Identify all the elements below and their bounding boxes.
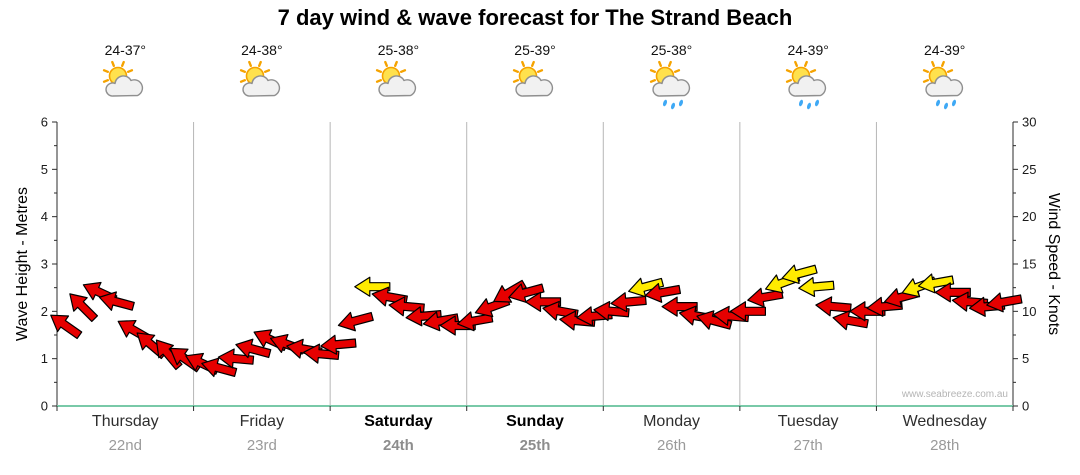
weather-icon-sun-cloud — [370, 60, 426, 112]
right-tick-label: 30 — [1022, 115, 1036, 130]
wind-arrow — [217, 348, 255, 369]
day-temp-range: 24-39° — [924, 42, 966, 58]
x-label-day-date: 26th — [656, 437, 687, 454]
wind-arrow — [50, 314, 83, 340]
right-tick-label: 15 — [1022, 257, 1036, 272]
wind-arrow — [98, 291, 135, 311]
left-tick-label: 1 — [41, 351, 48, 366]
rain-drops-icon — [799, 99, 820, 110]
cloud-icon — [378, 75, 417, 97]
sun-cloud-rain-graphic — [922, 60, 963, 110]
left-tick-label: 2 — [41, 304, 48, 319]
cloud-icon — [515, 75, 554, 97]
rain-drops-icon — [935, 99, 956, 110]
x-label-day-name: Sunday — [506, 413, 564, 430]
wind-arrow — [524, 291, 562, 312]
cloud-icon — [105, 75, 144, 97]
day-temp-range: 25-39° — [514, 42, 556, 58]
sun-rays-icon — [922, 60, 953, 92]
wind-arrow — [354, 276, 391, 297]
cloud-icon — [788, 75, 827, 97]
x-label-day-name: Tuesday — [777, 413, 839, 430]
wind-arrow — [798, 276, 835, 298]
day-temp-range: 24-38° — [241, 42, 283, 58]
weather-icon-sun-cloud — [234, 60, 290, 112]
weather-icon-sun-cloud-rain — [917, 60, 973, 112]
page-title: 7 day wind & wave forecast for The Stran… — [277, 5, 793, 30]
wind-arrow — [422, 311, 460, 332]
wind-arrow — [781, 264, 818, 285]
axes: 0 1 2 3 4 5 6 0 5 10 15 20 25 30 — [41, 115, 1037, 414]
wind-arrow — [235, 338, 272, 359]
x-label-day-name: Thursday — [91, 413, 159, 430]
right-tick-label: 20 — [1022, 209, 1036, 224]
left-tick-label: 6 — [41, 115, 48, 130]
day-temp-range: 24-39° — [787, 42, 829, 58]
wind-arrow — [815, 296, 852, 317]
right-tick-label: 5 — [1022, 351, 1029, 366]
right-tick-label: 25 — [1022, 162, 1036, 177]
wind-arrows — [50, 264, 1023, 378]
x-label-day-date: 27th — [793, 437, 823, 454]
x-label-day-name: Wednesday — [902, 413, 987, 430]
sun-cloud-graphic — [512, 60, 554, 97]
x-label-day-date: 25th — [519, 437, 551, 454]
sun-cloud-graphic — [239, 60, 280, 97]
right-tick-label: 10 — [1022, 304, 1036, 319]
day-temp-range: 25-38° — [377, 42, 420, 58]
wind-arrow — [729, 301, 767, 322]
cloud-icon — [651, 75, 690, 97]
left-tick-label: 3 — [41, 257, 48, 272]
sun-cloud-rain-graphic — [649, 60, 690, 110]
watermark: www.seabreeze.com.au — [901, 389, 1008, 400]
wind-arrow — [320, 334, 357, 355]
sun-cloud-graphic — [103, 60, 144, 97]
x-label-day-name: Monday — [643, 413, 701, 430]
x-label-day-date: 23rd — [246, 437, 277, 454]
sun-cloud-rain-graphic — [786, 60, 827, 110]
x-label-day-date: 28th — [930, 437, 960, 454]
wind-arrow — [493, 279, 527, 303]
x-label-day-date: 22nd — [108, 437, 142, 454]
wind-arrow — [661, 296, 698, 317]
right-tick-label: 0 — [1022, 399, 1029, 414]
x-label-day-name: Saturday — [364, 413, 433, 430]
day-gridlines — [193, 122, 877, 406]
wind-arrow — [201, 357, 238, 378]
weather-icon-sun-cloud — [97, 60, 153, 112]
wind-arrow — [628, 277, 665, 298]
wind-arrow — [917, 273, 955, 294]
sun-cloud-graphic — [376, 60, 417, 97]
left-tick-label: 4 — [41, 209, 48, 224]
weather-icon-sun-cloud-rain — [780, 60, 836, 112]
wind-arrow — [405, 306, 442, 327]
day-temp-range: 24-37° — [104, 42, 146, 58]
x-label-day-date: 24th — [383, 437, 414, 454]
wind-arrow — [644, 282, 682, 303]
wind-arrow — [337, 311, 374, 332]
wind-arrow — [508, 283, 545, 303]
rain-drops-icon — [662, 99, 683, 110]
cloud-icon — [925, 75, 963, 97]
weather-icon-sun-cloud — [507, 60, 563, 112]
wind-arrow — [610, 292, 647, 313]
left-tick-label: 5 — [41, 162, 48, 177]
cloud-icon — [242, 75, 280, 97]
left-tick-label: 0 — [41, 399, 48, 414]
wind-arrow — [69, 293, 99, 323]
wind-arrow — [934, 282, 971, 303]
x-label-day-name: Friday — [239, 413, 285, 430]
wind-arrow — [986, 292, 1023, 313]
day-temp-range: 25-38° — [650, 42, 693, 58]
weather-icon-sun-cloud-rain — [644, 60, 700, 112]
